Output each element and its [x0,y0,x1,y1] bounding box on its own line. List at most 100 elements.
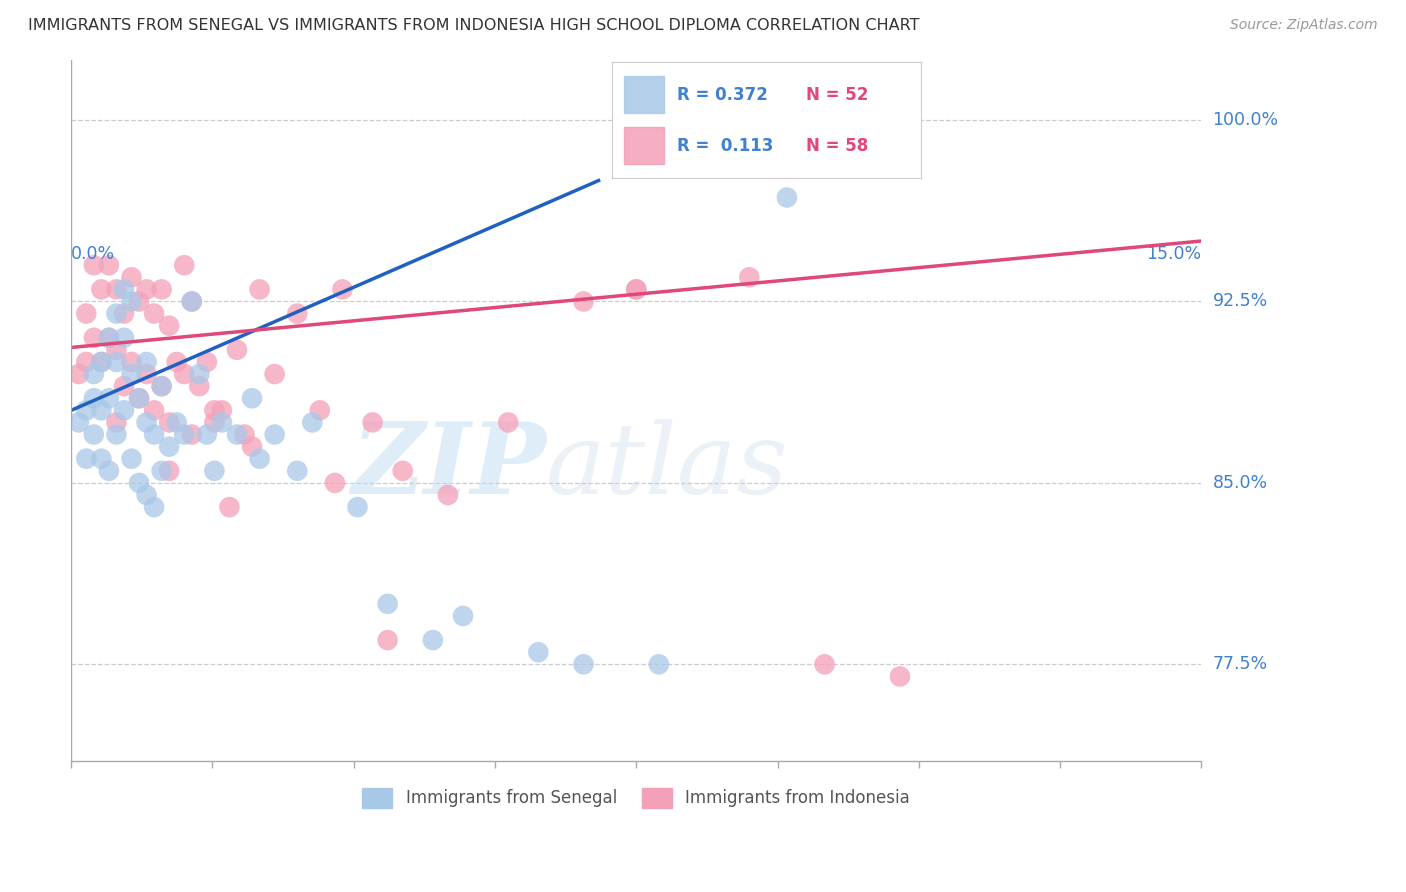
Point [263,427,285,442]
Point [135,416,157,430]
Point [157,416,180,430]
Point [67,416,90,430]
Point [202,464,225,478]
Point [422,633,444,648]
Point [813,657,835,672]
Point [249,451,271,466]
Point [90,451,112,466]
Point [166,416,188,430]
Point [218,500,240,514]
Point [143,307,166,321]
Point [180,294,202,309]
Point [776,190,799,204]
Text: N = 52: N = 52 [807,86,869,103]
Point [233,427,256,442]
Point [135,282,157,296]
Point [75,307,97,321]
Point [285,307,308,321]
Point [626,282,648,296]
Point [135,488,157,502]
Point [83,427,105,442]
Point [90,355,112,369]
Point [97,331,120,345]
Point [75,355,97,369]
Point [97,464,120,478]
Point [361,416,384,430]
Point [121,367,143,381]
Point [97,331,120,345]
Point [67,367,90,381]
Point [211,403,233,417]
Point [150,379,173,393]
Point [195,427,218,442]
Point [738,270,761,285]
Point [301,416,323,430]
Point [150,379,173,393]
Point [166,355,188,369]
Point [377,597,399,611]
Point [202,416,225,430]
Point [346,500,368,514]
Point [83,331,105,345]
Point [121,355,143,369]
Point [572,657,595,672]
Text: Source: ZipAtlas.com: Source: ZipAtlas.com [1230,18,1378,32]
Point [135,355,157,369]
Text: 0.0%: 0.0% [72,245,115,263]
Point [90,355,112,369]
Point [105,427,128,442]
Point [308,403,330,417]
Bar [624,128,664,164]
Point [180,427,202,442]
Point [143,500,166,514]
Point [173,258,195,272]
Point [105,282,128,296]
Point [128,391,150,405]
Point [150,282,173,296]
Point [105,343,128,357]
Point [128,294,150,309]
Point [157,464,180,478]
Point [572,294,595,309]
Point [323,475,346,490]
Text: 15.0%: 15.0% [1146,245,1201,263]
Point [226,343,249,357]
Point [128,475,150,490]
Point [112,282,135,296]
Point [527,645,550,659]
Point [75,403,97,417]
Point [150,464,173,478]
Point [626,282,648,296]
Point [83,367,105,381]
Point [112,307,135,321]
Point [437,488,460,502]
Point [173,367,195,381]
Point [889,669,911,683]
Point [240,391,263,405]
Point [157,318,180,333]
Bar [624,77,664,113]
Point [97,391,120,405]
Point [121,270,143,285]
Point [105,307,128,321]
Point [83,258,105,272]
Point [240,440,263,454]
Point [157,440,180,454]
Point [143,403,166,417]
Text: R =  0.113: R = 0.113 [676,137,773,155]
Text: N = 58: N = 58 [807,137,869,155]
Text: 77.5%: 77.5% [1212,656,1268,673]
Point [90,282,112,296]
Point [195,355,218,369]
Point [202,403,225,417]
Point [135,367,157,381]
Point [285,464,308,478]
Point [121,294,143,309]
Point [249,282,271,296]
Point [391,464,413,478]
Point [188,379,211,393]
Point [112,403,135,417]
Point [180,294,202,309]
Text: 100.0%: 100.0% [1212,112,1278,129]
Point [226,427,249,442]
